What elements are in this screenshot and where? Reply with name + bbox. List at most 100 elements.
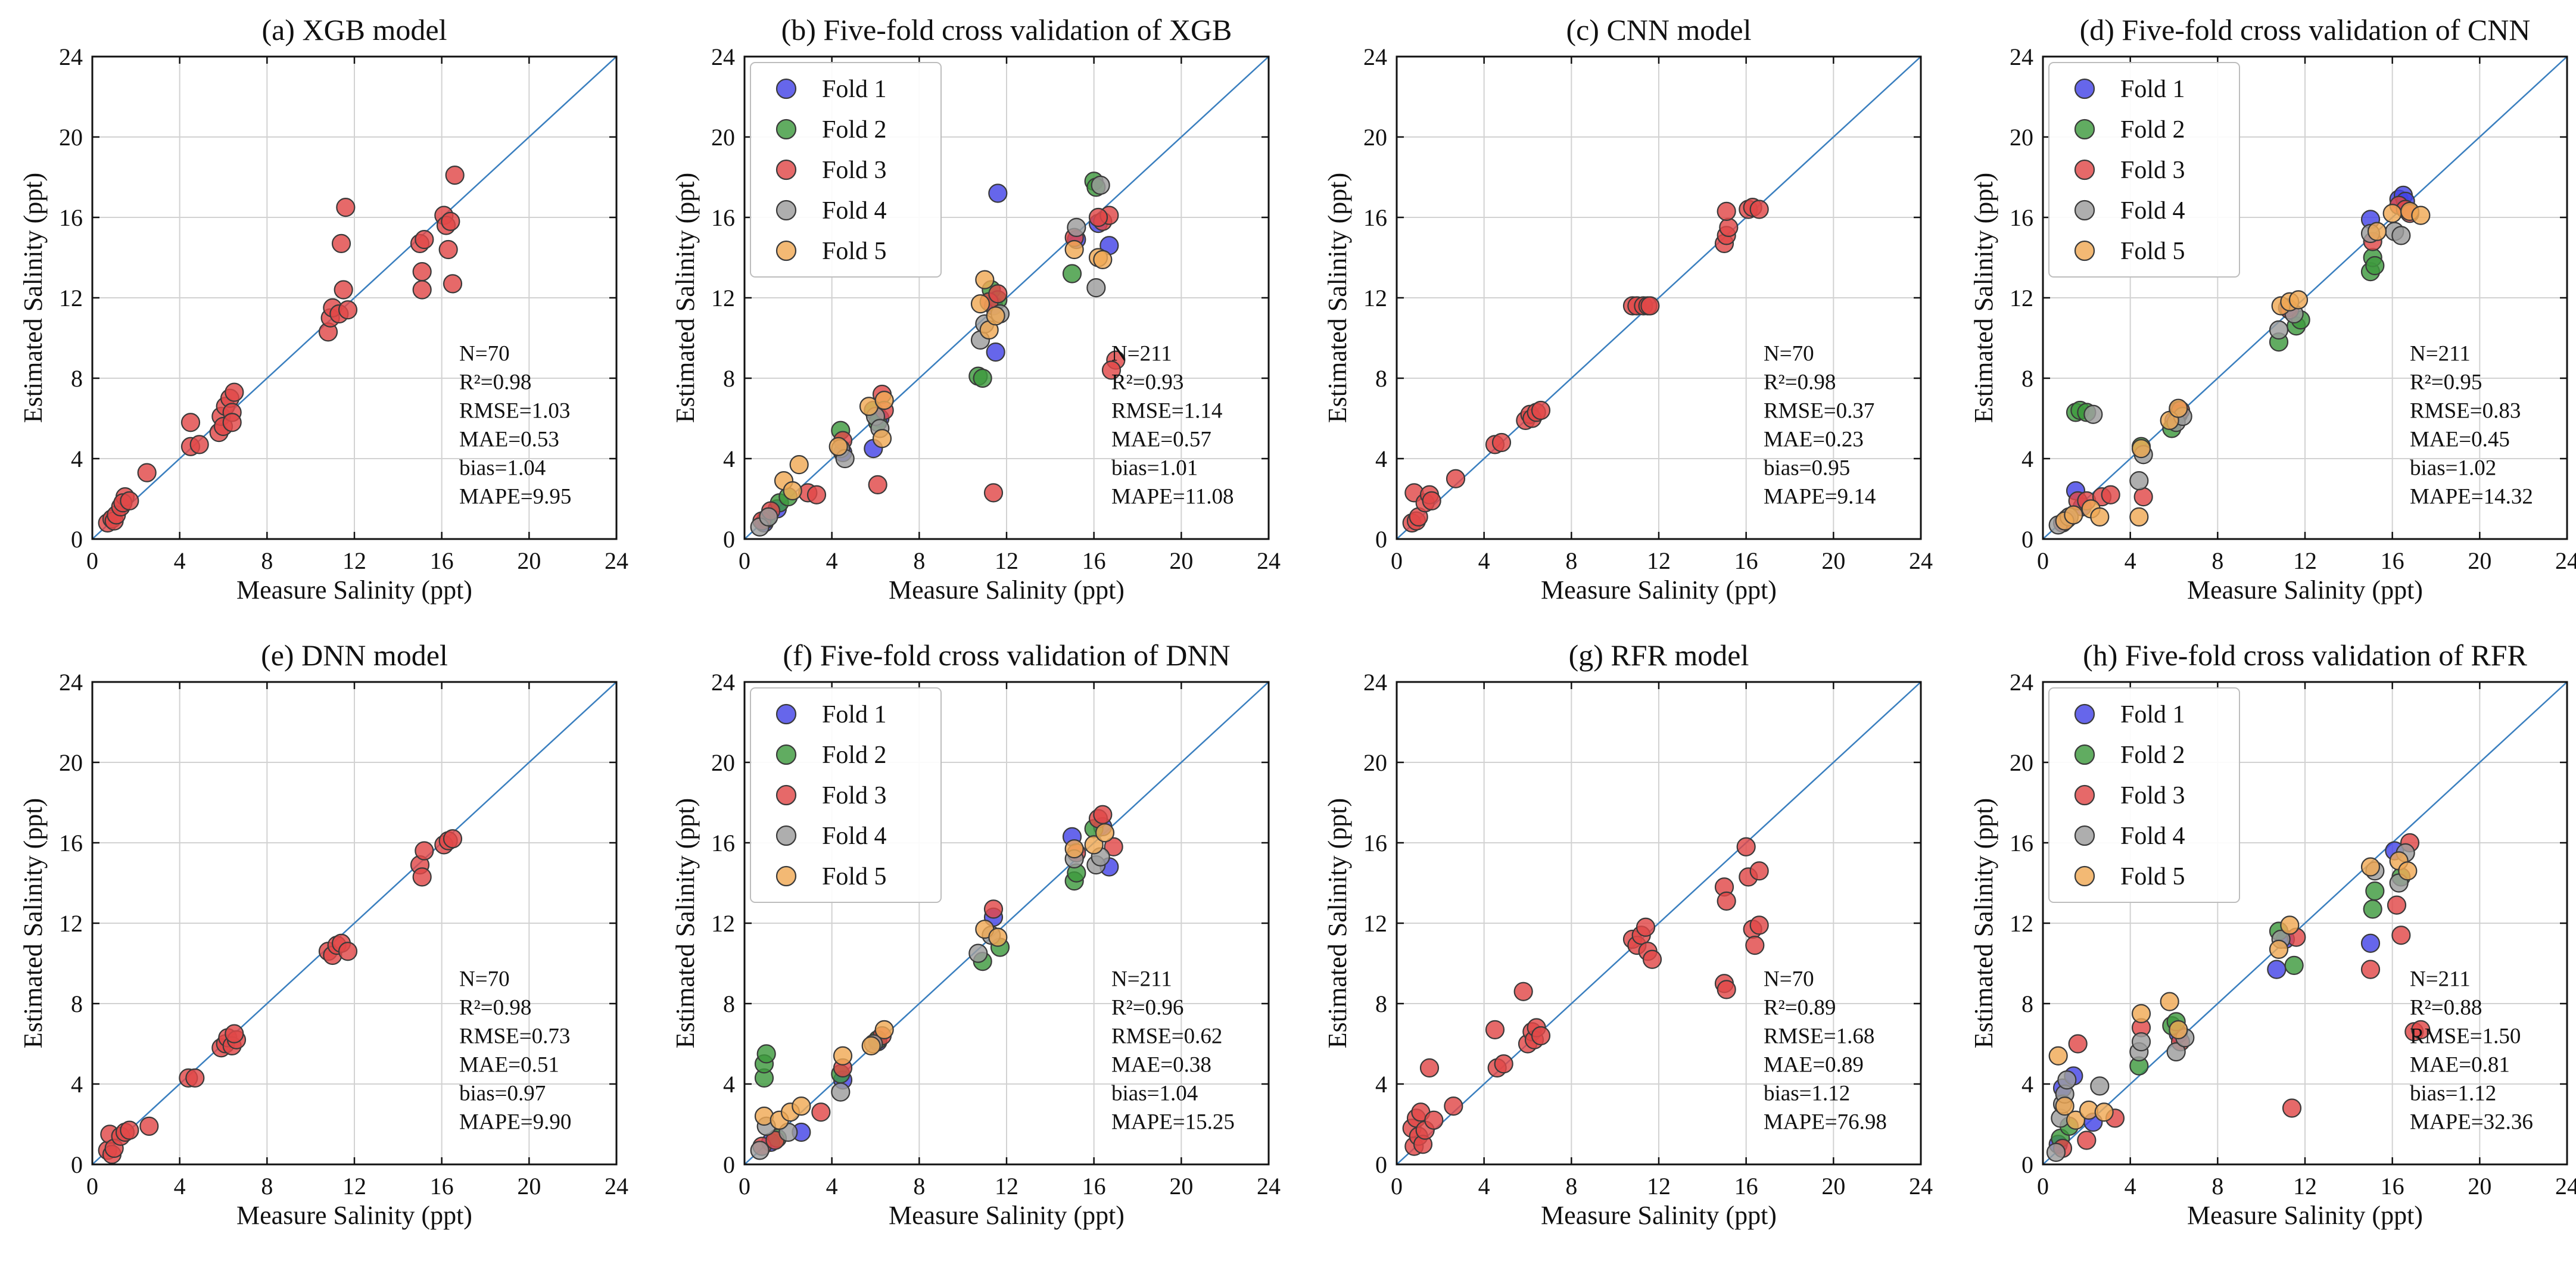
x-tick-label: 0 <box>2037 1173 2049 1200</box>
stat-line: N=211 <box>2410 341 2471 366</box>
x-axis-label: Measure Salinity (ppt) <box>889 1201 1125 1230</box>
data-point <box>445 166 465 185</box>
chart-panel-7: 00 4 4 8 8 12 12 16 16 20 20 24 24 Measure Salinity (… <box>1323 638 1933 1230</box>
x-axis-label: Measure Salinity (ppt) <box>236 575 472 605</box>
stat-line: MAE=0.38 <box>1111 1052 1211 1077</box>
legend-box <box>750 687 942 903</box>
data-point <box>1749 915 1769 935</box>
stat-line: bias=1.04 <box>1111 1081 1198 1105</box>
one-to-one-line <box>1396 681 1921 1165</box>
x-tick-label: 24 <box>1909 547 1933 574</box>
one-to-one-line <box>2042 681 2568 1165</box>
data-point <box>1717 980 1736 999</box>
data-point <box>412 867 432 887</box>
x-tick-label: 24 <box>2555 1173 2576 1200</box>
stat-line: MAPE=15.25 <box>1111 1110 1235 1134</box>
data-point <box>1086 278 1106 298</box>
data-point <box>2048 1046 2068 1066</box>
data-point <box>1095 823 1115 843</box>
data-point <box>222 413 242 432</box>
y-tick-label: 12 <box>711 910 735 937</box>
x-axis-label: Measure Salinity (ppt) <box>1541 575 1777 605</box>
data-point <box>2365 256 2385 276</box>
y-tick-label: 24 <box>1363 669 1387 696</box>
data-point <box>139 1116 159 1136</box>
x-axis-label: Measure Salinity (ppt) <box>2187 1201 2423 1230</box>
legend-label: Fold 5 <box>2120 863 2185 890</box>
x-tick-label: 0 <box>86 1173 98 1200</box>
stat-line: R²=0.98 <box>459 995 531 1020</box>
x-tick-label: 4 <box>174 547 186 574</box>
y-tick-label: 0 <box>71 1151 83 1178</box>
data-point <box>1749 200 1769 219</box>
data-point <box>2284 955 2304 975</box>
y-tick-label: 24 <box>1363 43 1387 70</box>
data-point <box>2090 1076 2110 1096</box>
data-point <box>1513 982 1533 1001</box>
x-tick-label: 0 <box>86 547 98 574</box>
data-point <box>2391 226 2411 245</box>
data-point <box>1084 835 1104 855</box>
x-tick-label: 24 <box>2555 547 2576 574</box>
stat-line: RMSE=0.37 <box>1764 398 1874 423</box>
x-tick-label: 20 <box>1169 1173 1193 1200</box>
chart-title: (e) DNN model <box>261 638 448 672</box>
data-point <box>441 211 460 231</box>
data-point <box>1719 217 1739 237</box>
data-point <box>438 239 458 260</box>
data-point <box>2083 404 2103 424</box>
data-point <box>1531 1026 1551 1046</box>
y-tick-label: 8 <box>1375 365 1387 392</box>
legend-marker <box>2074 703 2095 725</box>
x-tick-label: 12 <box>2293 1173 2317 1200</box>
chart-panel-4: 00 4 4 8 8 12 12 16 16 20 20 24 24 Measure Salinity (… <box>1969 13 2576 605</box>
y-tick-label: 4 <box>1375 446 1387 472</box>
legend-marker <box>775 240 797 261</box>
data-point <box>2282 1098 2302 1118</box>
stat-line: RMSE=1.14 <box>1111 398 1222 423</box>
data-point <box>2269 320 2289 340</box>
legend-marker <box>775 703 797 725</box>
y-tick-label: 8 <box>71 365 83 392</box>
data-point <box>2269 939 2289 959</box>
legend-label: Fold 5 <box>2120 238 2185 265</box>
stat-line: R²=0.96 <box>1111 995 1183 1020</box>
x-tick-label: 0 <box>1391 547 1403 574</box>
x-tick-label: 12 <box>342 1173 366 1200</box>
stat-line: bias=1.04 <box>459 456 546 480</box>
stat-line: R²=0.89 <box>1764 995 1836 1020</box>
data-point <box>2367 222 2387 241</box>
data-point <box>2094 1102 2114 1122</box>
legend-box <box>750 62 942 278</box>
y-tick-label: 20 <box>59 749 83 776</box>
y-tick-label: 12 <box>59 910 83 937</box>
y-tick-label: 20 <box>1363 124 1387 151</box>
data-point <box>1717 201 1736 221</box>
y-tick-label: 8 <box>723 990 735 1017</box>
x-tick-label: 16 <box>1082 1173 1106 1200</box>
x-tick-label: 16 <box>1082 547 1106 574</box>
data-point <box>792 1097 811 1116</box>
data-point <box>861 1036 881 1055</box>
y-tick-label: 12 <box>711 285 735 312</box>
x-tick-label: 20 <box>517 1173 541 1200</box>
data-point <box>988 284 1008 304</box>
x-tick-label: 16 <box>2381 1173 2404 1200</box>
legend-marker <box>2074 78 2095 99</box>
legend-label: Fold 4 <box>822 197 887 225</box>
legend-marker <box>2074 825 2095 846</box>
legend-label: Fold 3 <box>822 782 887 809</box>
legend-label: Fold 5 <box>822 863 887 890</box>
data-point <box>2046 1142 2066 1162</box>
one-to-one-line <box>92 56 617 540</box>
x-tick-label: 8 <box>2211 547 2223 574</box>
stat-line: RMSE=0.83 <box>2410 398 2521 423</box>
x-tick-label: 24 <box>1909 1173 1933 1200</box>
legend-marker <box>2074 200 2095 221</box>
data-point <box>1446 469 1466 488</box>
chart-panel-3: 00 4 4 8 8 12 12 16 16 20 20 24 24 Measure Salinity (… <box>1323 13 1933 605</box>
x-tick-label: 8 <box>913 547 925 574</box>
y-tick-label: 8 <box>1375 990 1387 1017</box>
y-tick-label: 12 <box>2010 285 2033 312</box>
data-point <box>2360 857 2381 877</box>
